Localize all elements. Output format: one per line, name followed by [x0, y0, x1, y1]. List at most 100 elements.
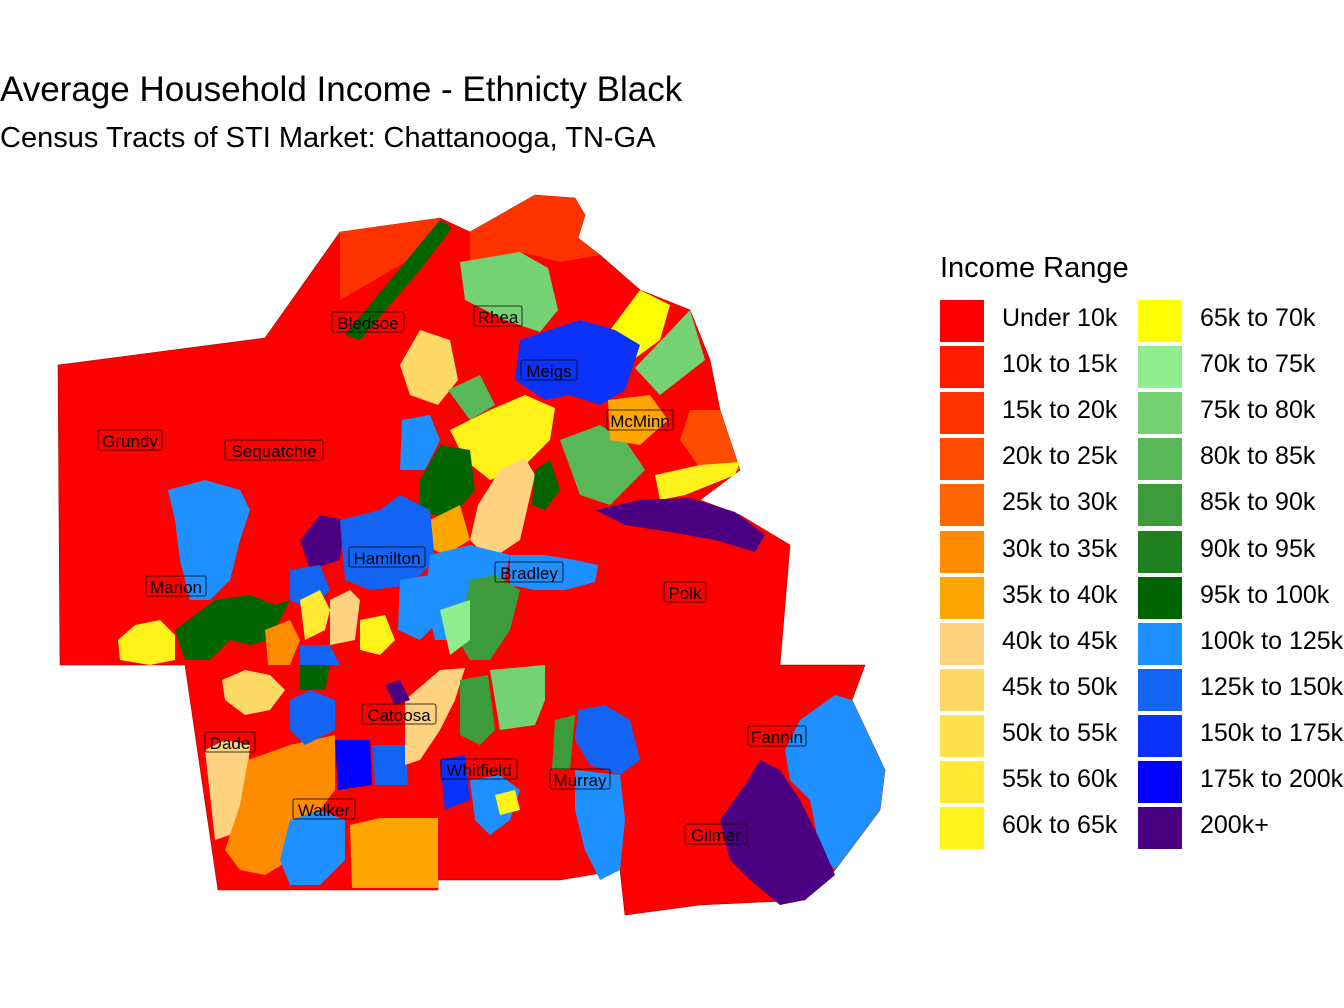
tract	[225, 735, 335, 875]
tract	[595, 498, 765, 552]
legend-swatch	[1138, 761, 1182, 803]
tract	[655, 462, 740, 500]
tract	[635, 310, 705, 395]
tract	[720, 760, 835, 905]
county-label-fannin: Fannin	[747, 725, 807, 747]
legend-label: 75k to 80k	[1200, 396, 1316, 425]
tract	[175, 595, 290, 660]
tract	[340, 495, 435, 590]
svg-text:Fannin: Fannin	[751, 728, 803, 747]
tract	[460, 252, 558, 332]
legend-swatch	[940, 714, 984, 757]
legend-swatch	[1138, 714, 1182, 757]
legend-label: 70k to 75k	[1200, 350, 1316, 379]
tract	[300, 515, 345, 570]
svg-text:Polk: Polk	[668, 584, 702, 603]
tract	[300, 665, 330, 690]
svg-text:Meigs: Meigs	[526, 362, 571, 381]
svg-text:Dade: Dade	[210, 734, 251, 753]
svg-text:McMinn: McMinn	[610, 412, 670, 431]
legend-swatch	[940, 530, 984, 573]
tract	[335, 740, 372, 790]
tract	[290, 690, 335, 745]
tract	[440, 600, 470, 655]
tract	[575, 705, 640, 775]
tract	[560, 425, 645, 505]
legend-swatch	[1138, 438, 1182, 481]
map-subtitle: Census Tracts of STI Market: Chattanooga…	[0, 122, 656, 154]
legend-label: 60k to 65k	[1002, 811, 1118, 840]
county-label-hamilton: Hamilton	[348, 546, 426, 568]
tract	[300, 590, 330, 640]
legend-swatch	[940, 668, 984, 711]
tract	[205, 740, 250, 840]
tract	[515, 320, 640, 405]
tract	[608, 395, 668, 445]
tract	[552, 715, 575, 770]
legend-swatch	[940, 300, 984, 342]
tract	[350, 818, 438, 888]
county-label-marion: Marion	[145, 575, 207, 597]
tract	[470, 775, 520, 835]
legend-swatch	[1138, 622, 1182, 665]
svg-text:Walker: Walker	[298, 801, 351, 820]
legend-label: 55k to 60k	[1002, 765, 1118, 793]
tract	[430, 505, 470, 555]
map-title: Average Household Income - Ethnicty Blac…	[0, 70, 683, 109]
legend-label: 150k to 175k	[1200, 718, 1344, 747]
legend-swatch	[940, 761, 984, 803]
tract	[300, 645, 340, 665]
legend-label: 50k to 55k	[1002, 718, 1118, 747]
tract	[265, 620, 300, 665]
legend-swatch	[1138, 346, 1182, 389]
county-label-walker: Walker	[292, 798, 356, 820]
county-label-sequatchie: Sequatchie	[224, 439, 324, 461]
legend-title: Income Range	[940, 252, 1129, 284]
legend-label: Under 10k	[1002, 304, 1118, 332]
tract	[345, 220, 452, 340]
tract	[510, 555, 598, 590]
county-label-grundy: Grundy	[97, 429, 163, 451]
county-label-rhea: Rhea	[473, 305, 523, 327]
tract	[460, 675, 495, 745]
tract	[168, 480, 250, 600]
legend-swatch	[940, 576, 984, 619]
legend-swatch	[1138, 530, 1182, 573]
tract	[680, 410, 740, 470]
county-label-bradley: Bradley	[494, 561, 564, 583]
legend-label: 45k to 50k	[1002, 672, 1118, 701]
tract	[222, 670, 285, 715]
legend-label: 40k to 45k	[1002, 626, 1118, 655]
tract	[340, 218, 440, 300]
tract	[400, 330, 458, 405]
tract	[360, 615, 395, 655]
svg-text:Marion: Marion	[150, 578, 202, 597]
legend-swatch	[940, 438, 984, 481]
census-tracts	[57, 194, 886, 916]
county-label-gilmer: Gilmer	[684, 823, 748, 845]
county-label-catoosa: Catoosa	[361, 703, 437, 725]
tract	[490, 665, 545, 730]
svg-text:Whitfield: Whitfield	[446, 761, 511, 780]
legend-label: 10k to 15k	[1002, 350, 1118, 379]
legend-label: 35k to 40k	[1002, 580, 1118, 609]
legend-swatch	[1138, 807, 1182, 850]
legend-swatch	[1138, 300, 1182, 342]
county-label-bledsoe: Bledsoe	[331, 311, 405, 333]
tract	[280, 810, 345, 885]
svg-text:Murray: Murray	[554, 771, 607, 790]
county-label-whitfield: Whitfield	[440, 758, 518, 780]
legend-swatch	[940, 392, 984, 435]
legend-label: 90k to 95k	[1200, 534, 1316, 563]
legend-label: 20k to 25k	[1002, 442, 1118, 471]
legend-label: 125k to 150k	[1200, 672, 1344, 701]
tract	[385, 680, 410, 705]
tract	[405, 668, 465, 765]
tract	[400, 415, 440, 470]
legend-label: 200k+	[1200, 811, 1269, 840]
svg-text:Catoosa: Catoosa	[367, 706, 431, 725]
tract	[440, 755, 470, 810]
tract	[785, 695, 885, 870]
svg-text:Rhea: Rhea	[478, 308, 519, 327]
legend-label: 30k to 35k	[1002, 534, 1118, 563]
